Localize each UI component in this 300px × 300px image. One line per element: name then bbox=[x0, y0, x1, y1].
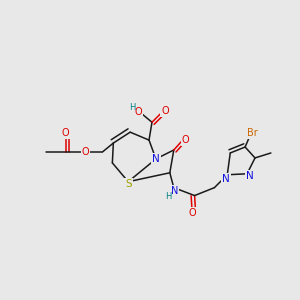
Text: N: N bbox=[222, 174, 230, 184]
Text: O: O bbox=[62, 128, 70, 138]
Text: N: N bbox=[152, 154, 160, 164]
Text: O: O bbox=[82, 147, 89, 157]
Text: H: H bbox=[129, 103, 135, 112]
Text: N: N bbox=[246, 171, 254, 181]
Text: N: N bbox=[171, 186, 178, 196]
Text: S: S bbox=[125, 179, 131, 189]
Text: O: O bbox=[161, 106, 169, 116]
Text: O: O bbox=[182, 135, 190, 145]
Text: Br: Br bbox=[247, 128, 257, 138]
Text: H: H bbox=[165, 192, 171, 201]
Text: O: O bbox=[189, 208, 196, 218]
Text: O: O bbox=[134, 107, 142, 117]
